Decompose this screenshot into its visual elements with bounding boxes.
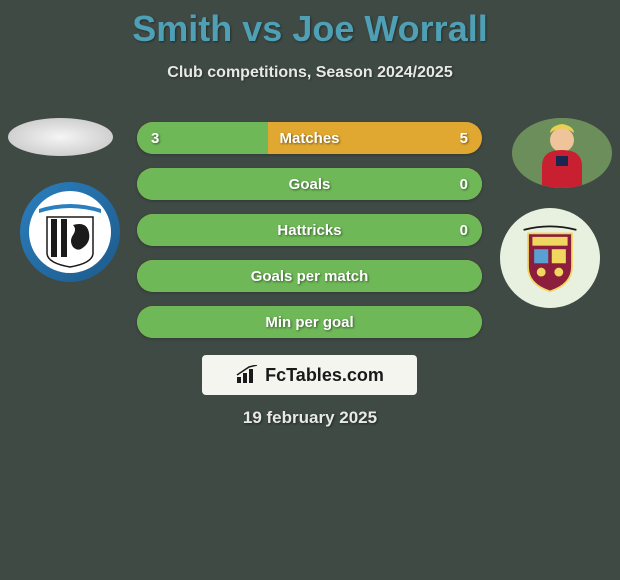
branding-badge: FcTables.com [202,355,417,395]
stat-label: Goals [137,176,482,193]
club-left-badge [20,182,120,282]
stat-label: Min per goal [137,314,482,331]
page-subtitle: Club competitions, Season 2024/2025 [0,64,620,82]
branding-text: FcTables.com [265,365,384,386]
stat-value-right: 5 [460,130,468,147]
player-right-photo [512,118,612,188]
stat-value-right: 0 [460,176,468,193]
stat-row: Goals per match [137,260,482,292]
stat-value-right: 0 [460,222,468,239]
date-label: 19 february 2025 [0,408,620,428]
club-right-badge [500,208,600,308]
stat-rows: Matches35Goals0Hattricks0Goals per match… [137,122,482,352]
page-title: Smith vs Joe Worrall [0,0,620,50]
stat-label: Goals per match [137,268,482,285]
stat-row: Hattricks0 [137,214,482,246]
stat-row: Matches3 5 [137,122,482,154]
stat-label: Matches [137,130,482,147]
stat-label: Hattricks [137,222,482,239]
player-left-photo [8,118,113,156]
comparison-card: Smith vs Joe Worrall Club competitions, … [0,0,620,580]
stat-row: Goals0 [137,168,482,200]
chart-icon [235,365,261,385]
stat-value-left: 3 [151,130,159,147]
stat-row: Min per goal [137,306,482,338]
